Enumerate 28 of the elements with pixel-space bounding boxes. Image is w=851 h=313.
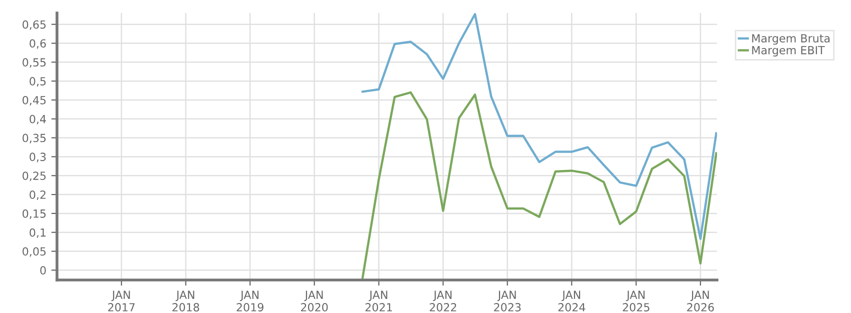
x-tick-label: JAN 2023 [494, 290, 521, 312]
x-tick-label: JAN 2019 [236, 290, 264, 312]
x-tick-label: JAN 2020 [301, 290, 328, 312]
y-tick-label: 0,15 [22, 209, 46, 219]
x-tick-label: JAN 2024 [558, 290, 586, 312]
y-tick-label: 0,1 [30, 228, 46, 238]
y-tick-label: 0,05 [22, 247, 46, 257]
x-tick-label: JAN 2022 [430, 290, 456, 312]
y-tick-label: 0,55 [22, 58, 46, 68]
y-tick-label: 0,35 [22, 134, 46, 144]
line-series [361, 13, 717, 240]
y-tick-label: 0,3 [30, 152, 46, 162]
legend-label: Margem Bruta [752, 34, 830, 45]
y-tick-label: 0,2 [30, 190, 46, 200]
x-tick-label: JAN 2025 [622, 290, 650, 312]
x-tick-label: JAN 2017 [108, 290, 135, 312]
x-tick-label: JAN 2021 [365, 290, 392, 312]
y-tick-label: 0,25 [22, 172, 46, 182]
x-tick-label: JAN 2026 [687, 290, 714, 312]
y-tick-label: 0 [40, 266, 46, 275]
y-tick-label: 0,4 [30, 114, 46, 124]
x-tick-label: JAN 2018 [172, 290, 200, 312]
legend-label: Margem EBIT [752, 46, 825, 57]
y-tick-label: 0,5 [30, 77, 46, 87]
y-tick-label: 0,45 [22, 96, 46, 106]
y-tick-label: 0,65 [22, 20, 46, 30]
line-series [361, 91, 717, 279]
y-tick-label: 0,6 [30, 39, 46, 49]
